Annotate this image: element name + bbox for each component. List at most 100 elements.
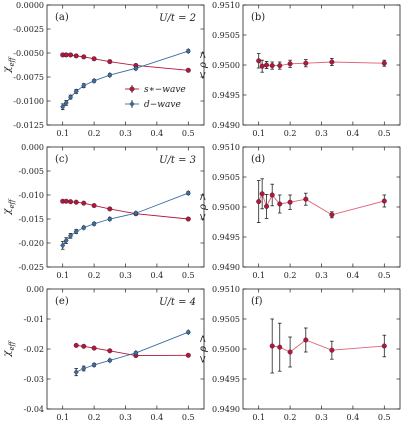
data-point <box>381 198 387 204</box>
y-tick-label: 0.000 <box>21 143 44 152</box>
data-point <box>303 196 309 202</box>
data-point <box>185 67 191 73</box>
y-tick-label: -0.025 <box>18 263 44 272</box>
x-tick-label: 0.2 <box>284 413 297 422</box>
x-tick-label: 0.5 <box>378 129 391 138</box>
data-point <box>81 200 87 206</box>
y-tick-label: -0.0025 <box>13 25 44 34</box>
data-point <box>185 352 191 358</box>
y-tick-label: -0.04 <box>23 405 44 414</box>
legend-marker <box>129 100 135 108</box>
y-axis-label: < ρ > <box>198 51 209 80</box>
data-point <box>91 361 97 369</box>
panel-d: 0.9510 0.9505 0.9500 0.9495 0.9490 0.1 0.2 0.3 0… <box>198 143 401 280</box>
y-tick-label: -0.0050 <box>13 49 44 58</box>
data-point <box>81 82 87 89</box>
data-point <box>60 242 66 249</box>
series-density <box>256 53 387 73</box>
data-point <box>133 210 139 217</box>
data-point <box>381 60 387 66</box>
data-point <box>68 52 74 58</box>
data-point <box>259 191 265 197</box>
legend: s∗−wave d−wave <box>125 85 186 110</box>
legend-label: d−wave <box>144 100 181 110</box>
data-point <box>185 189 191 197</box>
data-point <box>185 329 191 336</box>
x-tick-label: 0.2 <box>88 271 101 280</box>
x-tick-label: 0.5 <box>182 413 195 422</box>
data-point <box>73 199 79 205</box>
panel-label: (b) <box>251 12 265 23</box>
data-point <box>81 224 87 231</box>
y-tick-label: -0.02 <box>23 345 44 354</box>
y-tick-label: 0.9500 <box>212 203 240 212</box>
data-point <box>63 198 69 204</box>
data-point <box>107 206 113 212</box>
x-tick-label: 0.2 <box>88 413 101 422</box>
series-d-wave <box>73 329 191 377</box>
data-point <box>68 232 74 239</box>
x-tick-label: 0.1 <box>252 129 265 138</box>
x-tick-label: 0.3 <box>315 129 328 138</box>
y-tick-label: -0.010 <box>18 191 44 200</box>
x-tick-label: 0.3 <box>119 413 132 422</box>
y-tick-label: 0.9510 <box>212 143 240 152</box>
data-point <box>63 237 69 244</box>
data-point <box>91 220 97 227</box>
data-point <box>81 365 87 372</box>
x-tick-label: 0.1 <box>252 413 265 422</box>
y-tick-label: -0.0075 <box>13 73 44 82</box>
x-tick-label: 0.3 <box>315 413 328 422</box>
x-tick-label: 0.5 <box>182 271 195 280</box>
x-tick-label: 0.2 <box>284 271 297 280</box>
y-axis-label: χeff <box>2 198 16 215</box>
y-tick-label: -0.01 <box>23 315 44 324</box>
x-tick-label: 0.4 <box>151 271 164 280</box>
y-axis-label: χeff <box>2 56 16 73</box>
y-axis-label: < ρ > <box>198 193 209 222</box>
data-point <box>277 201 283 207</box>
series-line <box>62 50 189 108</box>
series-s-wave <box>73 342 191 359</box>
data-point <box>73 88 79 95</box>
y-tick-label: 0.9510 <box>212 285 240 294</box>
data-point <box>269 192 275 198</box>
y-tick-label: 0.9490 <box>212 405 240 414</box>
plot-frame <box>242 288 401 410</box>
data-point <box>185 216 191 222</box>
y-tick-label: 0.9505 <box>212 173 240 182</box>
y-tick-label: 0.9490 <box>212 121 240 130</box>
y-tick-label: 0.9495 <box>212 375 240 384</box>
x-tick-label: 0.5 <box>378 413 391 422</box>
panel-label: (c) <box>55 154 69 165</box>
data-point <box>68 94 74 101</box>
x-tick-label: 0.4 <box>347 129 360 138</box>
y-tick-label: 0.9490 <box>212 263 240 272</box>
series-density <box>256 178 387 224</box>
panel-a: 0.0000 -0.0025 -0.0050 -0.0075 -0.0100 -0.012… <box>2 1 205 138</box>
x-tick-label: 0.4 <box>151 413 164 422</box>
series-s-wave <box>60 198 191 222</box>
panel-e: 0.00 -0.01 -0.02 -0.03 -0.04 0.1 0.2 0.3 0.4 0.5 (… <box>2 285 205 422</box>
y-axis-label: χeff <box>2 340 16 357</box>
x-tick-label: 0.2 <box>88 129 101 138</box>
interaction-label: U/t = 4 <box>159 297 196 308</box>
x-tick-label: 0.1 <box>56 271 69 280</box>
data-point <box>277 344 283 350</box>
y-tick-label: -0.015 <box>18 215 44 224</box>
y-tick-label: 0.9505 <box>212 31 240 40</box>
data-point <box>91 77 97 84</box>
series-line <box>62 192 189 246</box>
data-point <box>259 63 265 69</box>
data-point <box>107 215 113 223</box>
y-tick-label: -0.0100 <box>13 97 44 106</box>
data-point <box>68 199 74 205</box>
panel-label: (a) <box>55 12 69 23</box>
panel-label: (f) <box>251 296 263 307</box>
y-tick-label: 0.9495 <box>212 233 240 242</box>
data-point <box>329 212 335 218</box>
data-point <box>91 203 97 209</box>
data-point <box>381 343 387 349</box>
data-point <box>107 348 113 354</box>
